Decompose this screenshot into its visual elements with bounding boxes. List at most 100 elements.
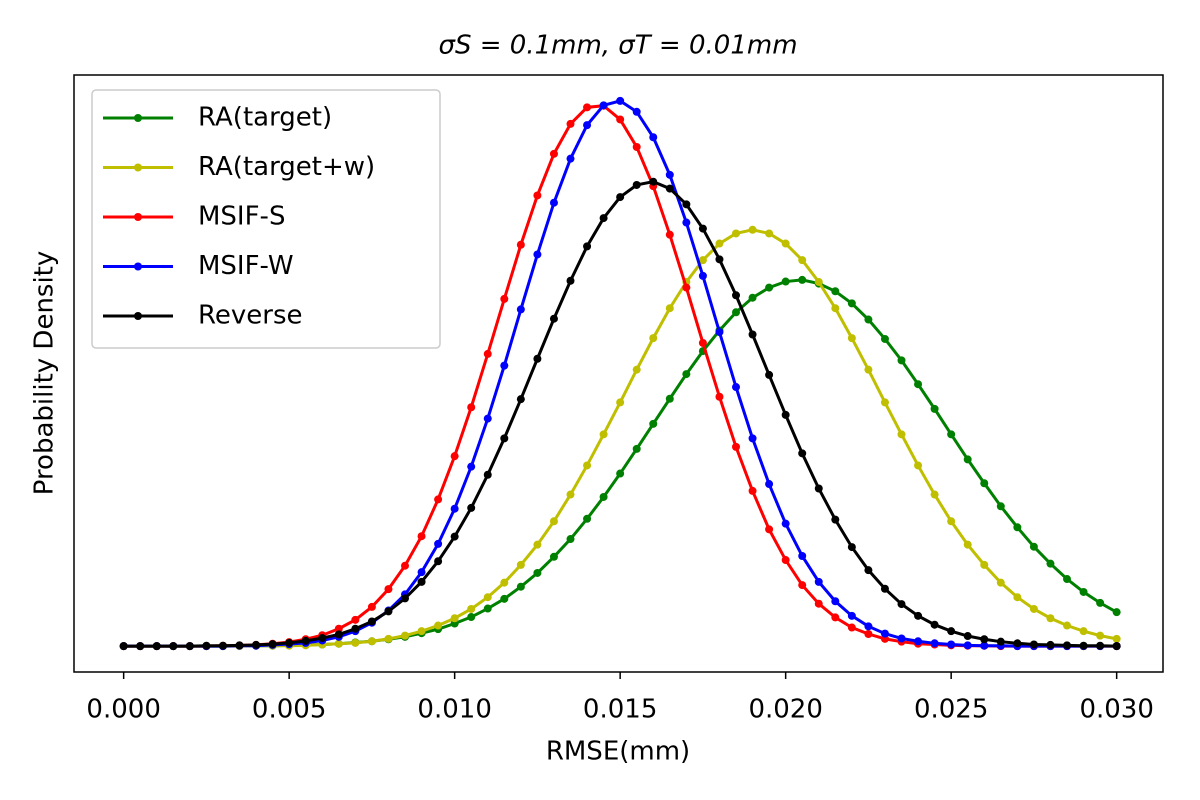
data-point <box>1079 641 1088 650</box>
data-point <box>1029 542 1038 551</box>
data-point <box>136 642 145 651</box>
data-point <box>351 638 360 647</box>
data-point <box>367 602 376 611</box>
data-point <box>947 430 956 439</box>
data-point <box>781 277 790 286</box>
data-point <box>516 560 525 569</box>
data-point <box>980 560 989 569</box>
data-point <box>814 277 823 286</box>
data-point <box>765 525 774 534</box>
data-point <box>914 637 923 646</box>
data-point <box>930 639 939 648</box>
data-point <box>533 191 542 200</box>
data-point <box>1112 634 1121 643</box>
data-point <box>334 624 343 633</box>
x-tick-label: 0.010 <box>417 695 491 725</box>
data-point <box>665 230 674 239</box>
data-point <box>814 484 823 493</box>
data-point <box>599 101 608 110</box>
data-point <box>765 480 774 489</box>
data-point <box>963 632 972 641</box>
data-point <box>765 229 774 238</box>
data-point <box>632 365 641 374</box>
data-point <box>798 581 807 590</box>
legend-box <box>91 89 441 349</box>
data-point <box>698 271 707 280</box>
data-point <box>831 515 840 524</box>
data-point <box>947 627 956 636</box>
data-point <box>665 184 674 193</box>
data-point <box>632 142 641 151</box>
data-point <box>334 630 343 639</box>
data-point <box>384 585 393 594</box>
data-point <box>665 304 674 313</box>
data-point <box>847 299 856 308</box>
data-point <box>500 294 509 303</box>
data-point <box>616 96 625 105</box>
data-point <box>583 242 592 251</box>
data-point <box>566 154 575 163</box>
data-point <box>682 200 691 209</box>
data-point <box>963 641 972 650</box>
data-point <box>467 604 476 613</box>
data-point <box>549 517 558 526</box>
data-point <box>483 604 492 613</box>
legend-label: Reverse <box>198 301 303 331</box>
data-point <box>831 304 840 313</box>
data-point <box>252 640 261 649</box>
data-point <box>864 622 873 631</box>
data-point <box>649 177 658 186</box>
x-tick-label: 0.025 <box>914 695 988 725</box>
data-point <box>649 133 658 142</box>
data-point <box>748 293 757 302</box>
data-point <box>897 600 906 609</box>
data-point <box>1013 523 1022 532</box>
data-point <box>533 250 542 259</box>
data-point <box>1046 640 1055 649</box>
data-point <box>467 613 476 622</box>
legend-label: RA(target) <box>198 103 332 133</box>
data-point <box>1079 627 1088 636</box>
data-point <box>500 578 509 587</box>
data-point <box>947 640 956 649</box>
data-point <box>996 502 1005 511</box>
data-point <box>748 434 757 443</box>
data-point <box>914 380 923 389</box>
data-point <box>434 621 443 630</box>
data-point <box>1096 631 1105 640</box>
data-point <box>434 557 443 566</box>
data-point <box>880 334 889 343</box>
legend-label: RA(target+w) <box>198 152 375 182</box>
data-point <box>930 620 939 629</box>
data-point <box>1029 640 1038 649</box>
data-point <box>880 398 889 407</box>
legend-marker <box>134 163 142 172</box>
data-point <box>516 395 525 404</box>
data-point <box>715 392 724 401</box>
data-point <box>367 617 376 626</box>
data-point <box>351 615 360 624</box>
data-point <box>549 314 558 323</box>
data-point <box>781 556 790 565</box>
data-point <box>930 404 939 413</box>
data-point <box>1112 642 1121 651</box>
plot-frame <box>73 74 1164 673</box>
data-point <box>914 611 923 620</box>
data-point <box>814 599 823 608</box>
data-point <box>483 349 492 358</box>
data-point <box>268 640 277 649</box>
data-point <box>417 577 426 586</box>
data-point <box>1112 608 1121 617</box>
data-point <box>516 240 525 249</box>
data-point <box>119 642 128 651</box>
data-point <box>202 641 211 650</box>
data-point <box>1063 621 1072 630</box>
x-tick-label: 0.005 <box>252 695 326 725</box>
data-point <box>384 634 393 643</box>
data-point <box>682 370 691 379</box>
data-point <box>732 308 741 317</box>
data-point <box>897 356 906 365</box>
data-point <box>450 452 459 461</box>
data-point <box>732 442 741 451</box>
data-point <box>831 613 840 622</box>
